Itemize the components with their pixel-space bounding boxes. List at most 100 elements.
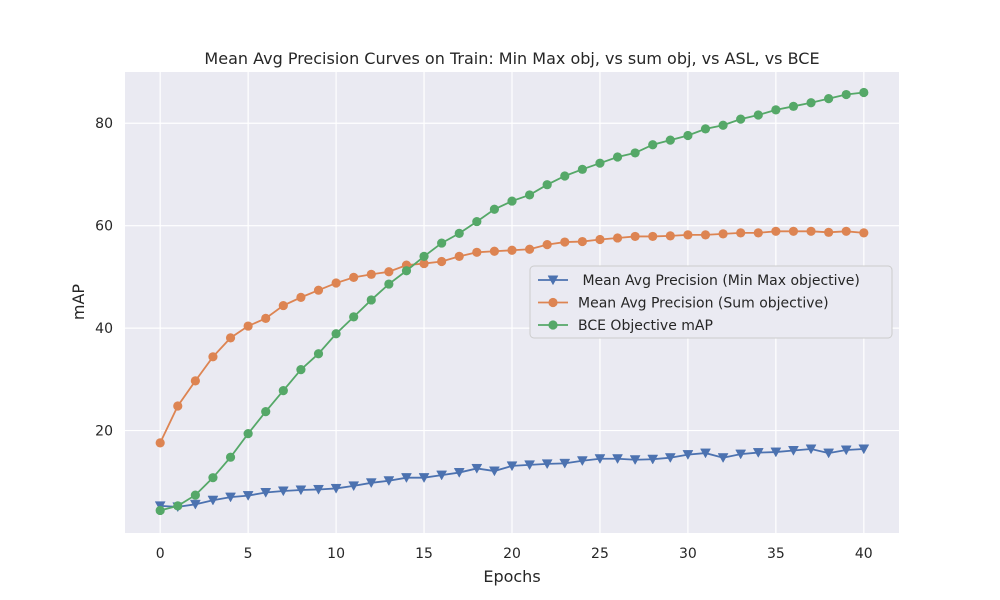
legend-label: Mean Avg Precision (Min Max objective) [578,273,860,289]
legend-marker [548,297,558,308]
data-point [700,230,711,240]
data-point [436,470,448,481]
data-point [261,313,271,323]
data-point [824,94,834,104]
series-3 [155,87,869,516]
data-point [383,476,395,487]
y-tick-label: 20 [95,424,113,440]
data-point [331,278,341,288]
data-point [788,101,799,111]
data-point [208,473,218,483]
data-point [718,229,728,239]
data-point [278,300,288,311]
data-point [752,448,764,458]
y-tick-label: 40 [95,321,113,337]
data-point [700,124,711,134]
data-point [190,376,200,386]
data-point [418,473,430,483]
data-point [330,483,342,494]
data-point [313,285,324,295]
data-point [806,98,816,108]
data-point [453,468,465,478]
data-point [612,152,623,162]
data-point [454,228,464,238]
data-point [664,453,676,463]
x-tick-label: 25 [591,546,609,562]
data-point [261,407,271,417]
data-point [595,158,605,168]
data-point [419,258,429,269]
data-point [366,295,376,305]
data-point [384,279,394,289]
data-point [717,453,729,463]
legend-label: Mean Avg Precision (Sum objective) [578,296,829,312]
series-2 [155,226,869,448]
data-point [736,228,746,238]
data-point [489,246,500,256]
data-point [472,247,482,257]
data-point [524,190,535,200]
data-point [629,455,641,466]
data-point [542,240,552,250]
data-point [471,463,483,474]
x-tick-label: 0 [156,546,165,562]
data-point [788,226,799,236]
data-point [260,488,272,498]
data-point [225,492,236,503]
data-point [155,505,165,516]
data-point [700,448,711,459]
x-tick-label: 10 [327,546,345,562]
data-point [488,466,500,477]
data-point [560,237,570,247]
data-point [683,130,693,141]
x-tick-label: 40 [855,546,873,562]
data-point [630,231,640,242]
data-point [806,226,816,236]
data-point [243,429,253,439]
y-axis-label: mAP [69,284,88,321]
data-point [824,227,834,237]
data-point [189,499,201,510]
data-point [313,349,324,359]
data-point [243,321,253,331]
data-point [331,329,341,339]
data-point [859,228,869,238]
data-point [753,110,763,120]
data-point [770,447,782,458]
data-point [576,456,588,467]
data-point [648,140,658,150]
data-point [365,478,377,489]
legend-label: BCE Objective mAP [578,318,713,334]
series-1 [154,444,870,513]
data-point [507,245,517,255]
data-point [683,230,693,240]
data-point [401,266,412,276]
data-point [841,226,851,236]
data-point [805,444,817,455]
data-point [665,135,675,145]
data-point [348,481,360,492]
data-point [454,251,464,261]
data-point [225,333,236,343]
data-point [401,473,412,483]
data-point [859,87,869,98]
series-group [154,87,870,516]
legend-marker [547,275,559,286]
data-point [595,234,605,245]
data-point [472,216,482,227]
data-point [349,272,359,283]
data-point [665,231,675,241]
x-tick-label: 30 [679,546,697,562]
data-point [384,267,394,277]
data-point [840,445,852,456]
data-point [419,251,429,261]
data-point [225,452,236,462]
data-point [612,233,623,243]
legend-marker [548,320,558,330]
data-point [560,171,570,181]
data-point [507,196,517,206]
data-point [524,244,535,254]
data-point [155,438,165,448]
data-point [437,256,447,267]
